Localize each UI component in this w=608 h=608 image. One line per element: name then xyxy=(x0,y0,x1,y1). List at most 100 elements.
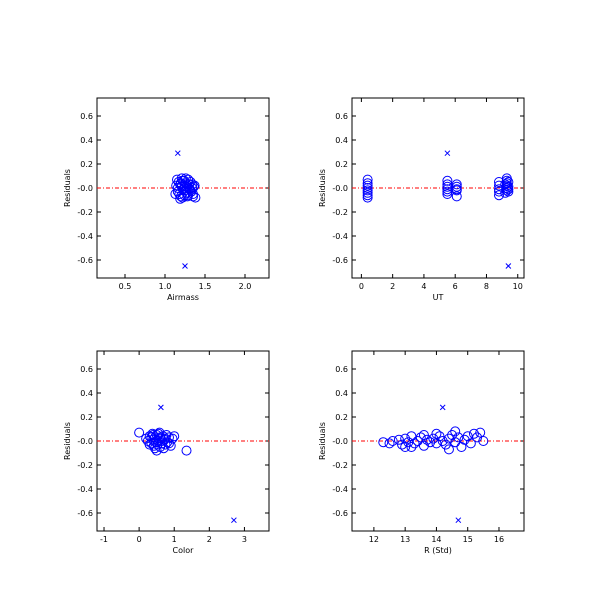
outlier-point xyxy=(174,150,181,157)
data-point xyxy=(412,436,423,446)
x-axis-label: Color xyxy=(173,546,195,555)
data-point xyxy=(431,438,442,449)
data-point xyxy=(442,186,453,197)
data-point xyxy=(459,434,470,445)
data-point xyxy=(144,439,155,450)
data-point xyxy=(181,445,192,456)
data-point xyxy=(397,439,408,450)
y-axis-label: Residuals xyxy=(63,169,72,207)
data-point xyxy=(500,179,511,190)
residual-panel: 0 2 4 6 8 10 -0.6 -0.4 -0.2 -0.0 0.2 0.4 0.6 UT Residu… xyxy=(318,97,525,302)
x-tick-label: 8 xyxy=(484,282,489,291)
data-point xyxy=(175,193,186,204)
data-point xyxy=(362,187,373,198)
x-tick-label: 0 xyxy=(359,282,364,291)
data-point xyxy=(362,180,373,191)
data-point xyxy=(418,440,429,451)
x-tick-label: 2.0 xyxy=(239,282,252,291)
data-point xyxy=(362,192,373,203)
y-tick-label: -0.2 xyxy=(332,461,348,470)
data-point xyxy=(165,440,176,451)
y-tick-label: 0.6 xyxy=(335,112,348,121)
data-point xyxy=(478,436,489,446)
data-point xyxy=(437,436,448,446)
data-point xyxy=(176,173,187,184)
data-point xyxy=(171,180,182,191)
y-tick-label: -0.2 xyxy=(332,208,348,217)
y-tick-label: -0.4 xyxy=(332,232,348,241)
x-tick-label: 3 xyxy=(242,535,247,544)
y-tick-label: -0.2 xyxy=(77,208,93,217)
x-tick-label: 6 xyxy=(453,282,458,291)
outlier-point xyxy=(455,517,462,524)
data-point xyxy=(453,432,464,443)
x-tick-label: 0 xyxy=(137,535,142,544)
data-point xyxy=(450,426,461,437)
y-tick-label: -0.0 xyxy=(77,437,93,446)
y-tick-label: -0.4 xyxy=(77,485,93,494)
y-tick-label: -0.4 xyxy=(332,485,348,494)
y-tick-label: -0.0 xyxy=(332,437,348,446)
data-point xyxy=(503,177,514,187)
data-point xyxy=(451,179,462,190)
x-tick-label: 16 xyxy=(494,535,504,544)
data-point xyxy=(400,433,411,444)
data-point xyxy=(465,438,476,449)
y-tick-label: 0.6 xyxy=(80,365,93,374)
data-point xyxy=(188,191,198,202)
data-point xyxy=(181,181,192,192)
data-point xyxy=(378,437,389,448)
y-tick-label: -0.4 xyxy=(77,232,93,241)
data-point xyxy=(442,175,453,186)
outlier-stroke xyxy=(158,404,164,411)
x-tick-label: 1.0 xyxy=(159,282,172,291)
data-point xyxy=(134,427,145,438)
x-axis-label: Airmass xyxy=(167,293,199,302)
outlier-stroke xyxy=(455,517,462,524)
x-tick-label: 1 xyxy=(172,535,177,544)
data-point xyxy=(400,442,411,452)
data-point xyxy=(183,174,194,185)
y-tick-label: 0.4 xyxy=(335,136,348,145)
residual-panel: 12 13 14 15 16 -0.6 -0.4 -0.2 -0.0 0.2 0.4 0.6 R (St… xyxy=(318,350,525,555)
y-tick-label: 0.6 xyxy=(80,112,93,121)
x-tick-label: 13 xyxy=(400,535,410,544)
y-tick-label: -0.6 xyxy=(332,509,348,518)
data-point xyxy=(500,187,511,198)
outlier-point xyxy=(505,263,512,269)
y-tick-label: -0.6 xyxy=(77,256,93,265)
x-tick-label: 4 xyxy=(421,282,426,291)
y-tick-label: -0.6 xyxy=(332,256,348,265)
y-tick-label: -0.0 xyxy=(332,184,348,193)
data-point xyxy=(451,181,462,192)
data-point xyxy=(503,181,514,192)
y-axis-label: Residuals xyxy=(318,422,327,460)
data-point xyxy=(362,183,373,193)
x-tick-label: 15 xyxy=(463,535,473,544)
y-tick-label: 0.2 xyxy=(80,413,93,422)
data-point xyxy=(468,428,479,439)
data-point xyxy=(451,185,462,196)
y-tick-label: 0.6 xyxy=(335,365,348,374)
data-point xyxy=(163,438,174,449)
outlier-point xyxy=(439,404,446,411)
data-point xyxy=(151,445,162,456)
y-tick-label: -0.0 xyxy=(77,184,93,193)
x-tick-label: 2 xyxy=(390,282,395,291)
y-tick-label: 0.4 xyxy=(80,136,93,145)
data-point xyxy=(149,443,160,454)
outlier-stroke xyxy=(439,404,446,411)
data-point xyxy=(362,178,373,189)
outlier-point xyxy=(231,517,237,524)
data-point xyxy=(387,436,398,446)
data-point xyxy=(442,189,453,199)
y-tick-label: 0.4 xyxy=(80,389,93,398)
y-tick-label: 0.2 xyxy=(335,413,348,422)
outlier-stroke xyxy=(505,263,512,269)
data-point xyxy=(493,190,504,201)
x-axis-label: UT xyxy=(433,293,444,302)
data-point xyxy=(362,190,373,201)
data-point xyxy=(187,183,198,193)
data-point xyxy=(182,191,193,202)
